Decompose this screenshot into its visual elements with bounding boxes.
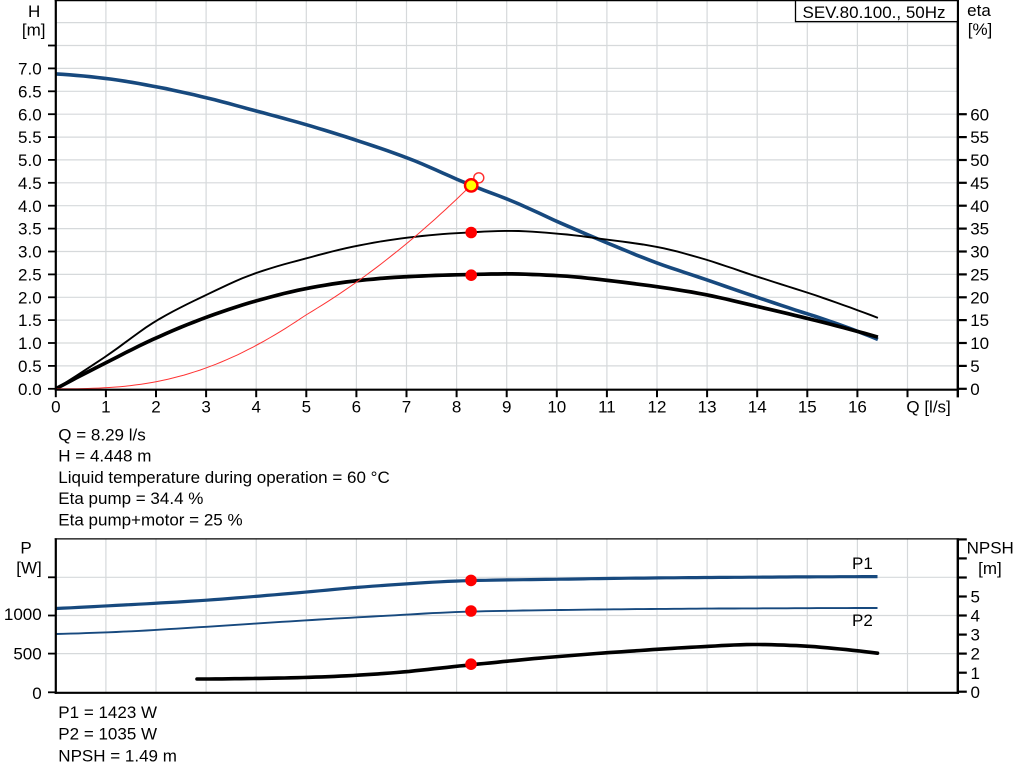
svg-text:0: 0 xyxy=(32,684,41,703)
svg-text:4.5: 4.5 xyxy=(18,174,42,193)
svg-text:1.5: 1.5 xyxy=(18,311,42,330)
svg-text:25: 25 xyxy=(970,266,989,285)
svg-text:1: 1 xyxy=(101,398,110,417)
svg-text:P1 = 1423 W: P1 = 1423 W xyxy=(58,703,157,722)
svg-text:4: 4 xyxy=(251,398,260,417)
svg-text:eta: eta xyxy=(967,1,991,20)
svg-text:H: H xyxy=(28,2,40,21)
svg-text:Eta pump = 34.4 %: Eta pump = 34.4 % xyxy=(58,489,203,508)
svg-text:P1: P1 xyxy=(852,554,873,573)
svg-text:10: 10 xyxy=(547,398,566,417)
svg-text:6: 6 xyxy=(352,398,361,417)
svg-text:4: 4 xyxy=(971,607,980,626)
svg-text:1.0: 1.0 xyxy=(18,334,42,353)
svg-text:[W]: [W] xyxy=(16,559,42,578)
svg-text:Liquid temperature during oper: Liquid temperature during operation = 60… xyxy=(58,468,389,487)
svg-text:Q [l/s]: Q [l/s] xyxy=(906,398,950,417)
svg-text:Q = 8.29 l/s: Q = 8.29 l/s xyxy=(58,425,145,444)
svg-text:3: 3 xyxy=(201,398,210,417)
svg-text:[%]: [%] xyxy=(968,20,993,39)
svg-text:P2: P2 xyxy=(852,611,873,630)
svg-text:3.5: 3.5 xyxy=(18,220,42,239)
svg-text:P2 = 1035 W: P2 = 1035 W xyxy=(58,725,157,744)
svg-text:6.5: 6.5 xyxy=(18,82,42,101)
svg-text:45: 45 xyxy=(970,174,989,193)
svg-text:2.5: 2.5 xyxy=(18,266,42,285)
svg-text:11: 11 xyxy=(598,398,616,417)
svg-text:[m]: [m] xyxy=(978,559,1002,578)
svg-text:0: 0 xyxy=(51,398,60,417)
svg-text:1: 1 xyxy=(971,664,980,683)
svg-text:14: 14 xyxy=(748,398,767,417)
svg-text:2.0: 2.0 xyxy=(18,288,42,307)
svg-text:50: 50 xyxy=(970,151,989,170)
svg-text:20: 20 xyxy=(970,288,989,307)
svg-text:60: 60 xyxy=(970,105,989,124)
svg-text:500: 500 xyxy=(13,644,41,663)
svg-text:16: 16 xyxy=(848,398,867,417)
svg-text:2: 2 xyxy=(151,398,160,417)
svg-text:0: 0 xyxy=(970,380,979,399)
svg-text:7: 7 xyxy=(402,398,411,417)
svg-text:9: 9 xyxy=(502,398,511,417)
svg-text:P: P xyxy=(20,539,31,558)
svg-text:5: 5 xyxy=(971,588,980,607)
svg-text:5: 5 xyxy=(970,357,979,376)
svg-text:13: 13 xyxy=(698,398,717,417)
svg-text:5.0: 5.0 xyxy=(18,151,42,170)
svg-text:3.0: 3.0 xyxy=(18,243,42,262)
svg-text:5.5: 5.5 xyxy=(18,128,42,147)
svg-text:40: 40 xyxy=(970,197,989,216)
svg-text:15: 15 xyxy=(798,398,817,417)
svg-text:4.0: 4.0 xyxy=(18,197,42,216)
svg-text:30: 30 xyxy=(970,243,989,262)
svg-text:15: 15 xyxy=(970,311,989,330)
svg-text:0: 0 xyxy=(971,683,980,702)
svg-text:0.0: 0.0 xyxy=(18,380,42,399)
svg-text:SEV.80.100., 50Hz: SEV.80.100., 50Hz xyxy=(803,3,946,22)
svg-text:6.0: 6.0 xyxy=(18,105,42,124)
svg-text:NPSH = 1.49 m: NPSH = 1.49 m xyxy=(58,746,177,765)
svg-text:12: 12 xyxy=(648,398,667,417)
svg-text:NPSH: NPSH xyxy=(967,539,1014,558)
svg-text:7.0: 7.0 xyxy=(18,60,42,79)
svg-text:Eta pump+motor = 25 %: Eta pump+motor = 25 % xyxy=(58,511,242,530)
svg-text:55: 55 xyxy=(970,128,989,147)
svg-text:3: 3 xyxy=(971,626,980,645)
svg-text:10: 10 xyxy=(970,334,989,353)
svg-text:5: 5 xyxy=(302,398,311,417)
svg-text:H = 4.448 m: H = 4.448 m xyxy=(58,447,151,466)
svg-text:8: 8 xyxy=(452,398,461,417)
svg-text:1000: 1000 xyxy=(4,605,42,624)
svg-text:35: 35 xyxy=(970,220,989,239)
svg-text:[m]: [m] xyxy=(22,20,46,39)
svg-text:2: 2 xyxy=(971,645,980,664)
svg-text:0.5: 0.5 xyxy=(18,357,42,376)
